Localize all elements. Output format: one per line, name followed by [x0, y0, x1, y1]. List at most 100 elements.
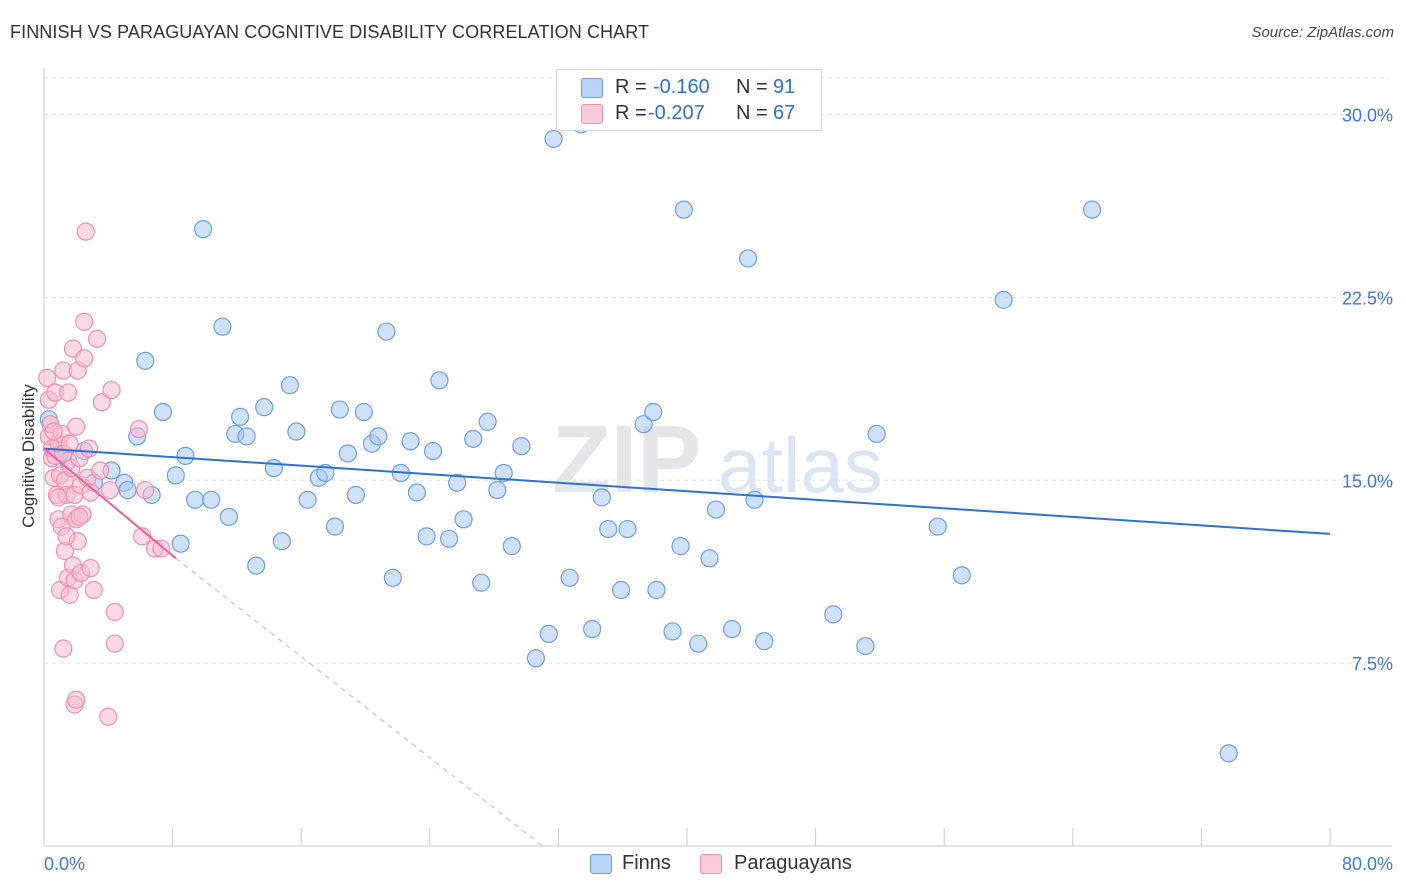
finn-point-60 — [560, 568, 579, 587]
finn-point-86 — [1082, 200, 1102, 219]
bottom-finns-swatch — [590, 854, 612, 874]
data-points — [38, 115, 1238, 763]
y-tick-label-3: 30.0% — [1342, 106, 1393, 126]
finn-point-70 — [663, 622, 682, 641]
watermark: ZIP atlas — [552, 406, 883, 513]
finn-point-23 — [247, 556, 266, 575]
finn-point-13 — [171, 534, 190, 553]
finn-point-48 — [448, 473, 467, 492]
x-tick-label-1: 80.0% — [1342, 854, 1393, 874]
finn-point-85 — [994, 290, 1013, 309]
finn-point-79 — [755, 632, 774, 651]
finn-point-74 — [700, 549, 719, 568]
finn-point-31 — [316, 463, 335, 483]
paraguayan-point-59 — [54, 639, 73, 658]
finn-point-21 — [231, 407, 250, 426]
finn-point-11 — [153, 402, 173, 422]
finn-point-29 — [298, 490, 317, 509]
paraguayan-point-50 — [100, 480, 120, 500]
paraguayans-n-value: 67 — [773, 102, 796, 124]
finn-point-56 — [512, 437, 531, 456]
finn-point-16 — [194, 220, 213, 239]
paraguayan-point-53 — [105, 634, 124, 653]
paraguayan-point-21 — [59, 383, 78, 402]
finn-point-84 — [952, 566, 971, 585]
paraguayan-point-0 — [38, 368, 57, 387]
finn-point-55 — [502, 537, 521, 556]
finn-point-43 — [407, 483, 427, 502]
finn-point-63 — [592, 488, 611, 507]
finn-point-87 — [1219, 744, 1238, 763]
paraguayan-point-49 — [92, 393, 111, 412]
chart-title: FINNISH VS PARAGUAYAN COGNITIVE DISABILI… — [10, 22, 650, 42]
finn-point-65 — [611, 580, 631, 600]
finn-point-69 — [647, 580, 666, 600]
finn-point-17 — [202, 490, 221, 509]
finn-point-39 — [377, 322, 396, 341]
paraguayan-point-45 — [81, 558, 100, 578]
finn-point-71 — [671, 537, 690, 556]
finn-point-64 — [599, 519, 618, 539]
watermark-zip: ZIP — [552, 406, 701, 513]
finn-point-42 — [401, 432, 420, 451]
finn-point-24 — [255, 398, 274, 417]
finn-point-22 — [237, 427, 256, 446]
finn-point-82 — [867, 424, 886, 444]
paraguayans-trend-line — [43, 447, 177, 560]
paraguayan-point-66 — [44, 422, 63, 441]
finn-point-32 — [325, 517, 345, 536]
finn-point-47 — [439, 529, 459, 548]
finn-point-36 — [354, 402, 373, 422]
paraguayans-r-label: R = — [615, 102, 647, 124]
paraguayans-r-value: -0.207 — [648, 102, 705, 124]
finn-point-59 — [544, 129, 563, 149]
finns-n-value: 91 — [773, 76, 796, 98]
finn-point-18 — [213, 317, 232, 336]
finn-point-53 — [488, 480, 507, 500]
paraguayan-point-51 — [102, 380, 121, 400]
finn-point-78 — [745, 490, 764, 509]
finns-r-value: -0.160 — [653, 76, 710, 98]
finn-point-54 — [494, 463, 513, 483]
finn-point-26 — [272, 532, 292, 551]
finns-n-label: N = — [736, 76, 768, 98]
x-tick-label-0: 0.0% — [44, 854, 85, 874]
paraguayan-point-62 — [99, 707, 118, 726]
finn-point-46 — [430, 371, 449, 390]
finn-point-35 — [346, 485, 365, 505]
paraguayan-point-56 — [136, 480, 155, 500]
paraguayan-point-64 — [57, 527, 76, 546]
paraguayan-point-31 — [67, 417, 86, 436]
y-tick-label-2: 22.5% — [1342, 288, 1393, 308]
finn-point-7 — [118, 480, 137, 500]
paraguayan-point-58 — [152, 539, 171, 558]
finn-point-80 — [824, 605, 843, 624]
paraguayans-swatch — [581, 104, 603, 124]
paraguayan-point-43 — [79, 439, 99, 458]
paraguayan-point-39 — [75, 312, 94, 331]
legend: R = -0.160 N = 91 R = -0.207 N = 67 — [556, 69, 822, 131]
bottom-paraguayans-swatch — [700, 854, 722, 874]
finn-point-33 — [330, 400, 349, 419]
finns-r-label: R = — [615, 76, 647, 98]
finn-point-68 — [644, 402, 663, 422]
finn-point-9 — [136, 351, 155, 370]
paraguayan-point-52 — [105, 602, 124, 622]
finn-point-49 — [454, 510, 473, 529]
paraguayan-point-63 — [49, 488, 68, 507]
finn-point-76 — [722, 619, 742, 639]
y-axis-label: Cognitive Disability — [19, 384, 38, 528]
paraguayans-trend-extension — [175, 557, 543, 847]
finns-trend-line — [43, 447, 1331, 535]
y-tick-label-1: 15.0% — [1342, 471, 1393, 491]
finn-point-12 — [166, 466, 185, 485]
bottom-paraguayans-label: Paraguayans — [734, 852, 852, 874]
finn-point-52 — [478, 412, 497, 431]
finn-point-83 — [928, 517, 947, 536]
finn-point-75 — [706, 500, 726, 519]
finn-point-66 — [618, 519, 637, 539]
finns-swatch — [581, 78, 603, 98]
finn-point-19 — [219, 507, 238, 526]
finn-point-62 — [583, 619, 602, 639]
